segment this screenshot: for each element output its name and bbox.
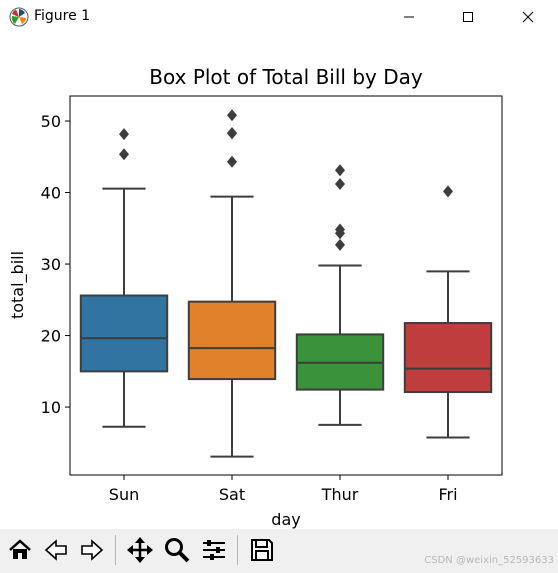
close-button[interactable] bbox=[505, 0, 551, 34]
home-button[interactable] bbox=[4, 534, 36, 566]
toolbar-separator bbox=[115, 535, 116, 565]
home-icon bbox=[9, 539, 31, 559]
y-tick-label: 50 bbox=[41, 112, 61, 131]
outlier-point bbox=[335, 164, 345, 177]
x-tick-label: Fri bbox=[438, 485, 457, 504]
matplotlib-logo-icon bbox=[9, 7, 29, 27]
maximize-button[interactable] bbox=[445, 0, 491, 34]
zoom-icon bbox=[165, 538, 190, 563]
x-tick-label: Thur bbox=[321, 485, 359, 504]
minimize-icon bbox=[404, 16, 414, 18]
navigation-toolbar bbox=[0, 529, 558, 573]
minimize-button[interactable] bbox=[386, 0, 432, 34]
window-titlebar: Figure 1 bbox=[0, 0, 558, 34]
zoom-button[interactable] bbox=[161, 534, 193, 566]
x-tick-label: Sat bbox=[219, 485, 245, 504]
outlier-point bbox=[443, 185, 453, 198]
maximize-icon bbox=[463, 12, 473, 22]
box-plot-chart: Box Plot of Total Bill by Day total_bill… bbox=[8, 65, 503, 529]
pan-icon bbox=[127, 537, 153, 563]
y-tick-label: 30 bbox=[41, 255, 61, 274]
outlier-point bbox=[227, 126, 237, 139]
watermark-text: CSDN @weixin_52593633 bbox=[424, 555, 554, 566]
back-icon bbox=[44, 539, 67, 561]
box-fri bbox=[403, 322, 493, 394]
outlier-point bbox=[335, 223, 345, 236]
forward-icon bbox=[81, 539, 104, 561]
x-tick-label: Sun bbox=[109, 485, 139, 504]
back-button[interactable] bbox=[40, 534, 72, 566]
window-title: Figure 1 bbox=[34, 8, 91, 24]
toolbar-separator bbox=[237, 535, 238, 565]
outlier-point bbox=[227, 109, 237, 122]
x-axis-label: day bbox=[271, 510, 300, 529]
pan-button[interactable] bbox=[124, 534, 156, 566]
y-axis-label: total_bill bbox=[8, 251, 28, 319]
outlier-point bbox=[119, 148, 129, 161]
axes-frame bbox=[69, 95, 503, 476]
box-sun bbox=[79, 294, 169, 373]
y-tick-label: 40 bbox=[41, 184, 61, 203]
box-sat bbox=[187, 300, 277, 381]
chart-title: Box Plot of Total Bill by Day bbox=[149, 65, 423, 89]
plot-area: 10 20 30 40 50 Sun Sat Thur Fri bbox=[41, 109, 493, 504]
save-icon bbox=[251, 539, 273, 561]
outlier-point bbox=[335, 178, 345, 191]
save-button[interactable] bbox=[246, 534, 278, 566]
outlier-point bbox=[119, 128, 129, 141]
outlier-point bbox=[335, 238, 345, 251]
configure-subplots-icon bbox=[203, 540, 225, 560]
figure-canvas[interactable]: Box Plot of Total Bill by Day total_bill… bbox=[0, 34, 558, 529]
close-icon bbox=[522, 11, 534, 23]
configure-subplots-button[interactable] bbox=[198, 534, 230, 566]
outlier-point bbox=[227, 155, 237, 168]
forward-button[interactable] bbox=[76, 534, 108, 566]
y-tick-label: 20 bbox=[41, 327, 61, 346]
y-tick-label: 10 bbox=[41, 398, 61, 417]
